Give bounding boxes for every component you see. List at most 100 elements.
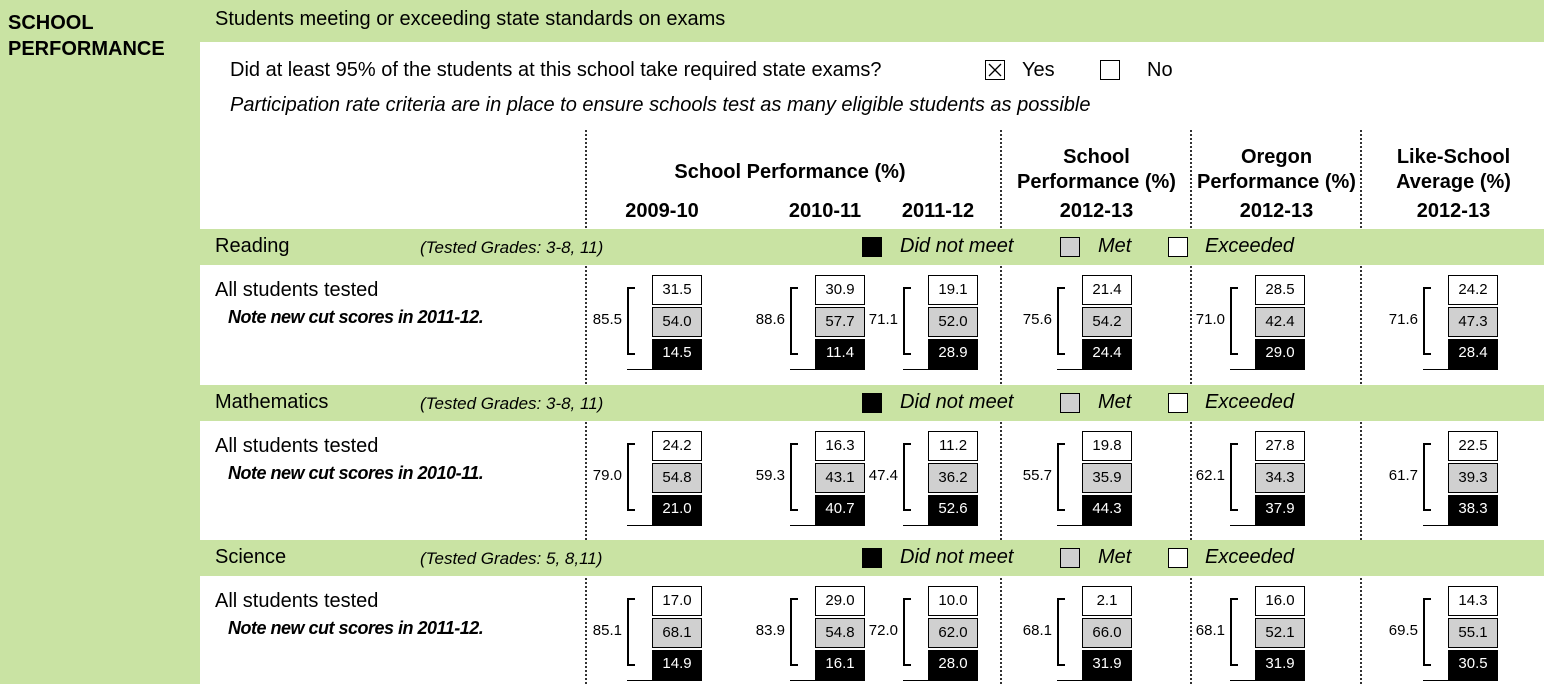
total-value: 47.4 — [868, 467, 898, 484]
legend-swatch-met — [1060, 548, 1080, 568]
total-value: 79.0 — [592, 467, 622, 484]
column-year: 2012-13 — [1416, 200, 1491, 222]
met-cell: 35.9 — [1082, 463, 1132, 493]
baseline — [1230, 680, 1305, 681]
legend-swatch-exceeded — [1168, 393, 1188, 413]
legend-swatch-did-not-meet — [862, 548, 882, 568]
exceeded-cell: 19.8 — [1082, 431, 1132, 461]
column-year: 2012-13 — [1059, 200, 1134, 222]
did-not-meet-cell: 31.9 — [1082, 650, 1132, 680]
row-note: Note new cut scores in 2011-12. — [228, 307, 484, 327]
legend-exceeded: Exceeded — [1205, 391, 1294, 413]
bracket — [627, 287, 635, 355]
did-not-meet-cell: 21.0 — [652, 495, 702, 525]
total-value: 85.1 — [592, 622, 622, 639]
met-cell: 43.1 — [815, 463, 865, 493]
banner-bar — [0, 0, 1544, 42]
no-checkbox — [1100, 60, 1120, 80]
met-cell: 54.8 — [815, 618, 865, 648]
total-value: 55.7 — [1022, 467, 1052, 484]
baseline — [1423, 525, 1498, 526]
exceeded-cell: 31.5 — [652, 275, 702, 305]
legend-did-not-meet: Did not meet — [900, 546, 1014, 568]
met-cell: 39.3 — [1448, 463, 1498, 493]
bracket — [790, 287, 798, 355]
subject-grades: (Tested Grades: 5, 8,11) — [420, 549, 603, 568]
total-value: 85.5 — [592, 311, 622, 328]
met-cell: 34.3 — [1255, 463, 1305, 493]
bracket — [1057, 443, 1065, 511]
bracket — [1057, 598, 1065, 666]
exceeded-cell: 27.8 — [1255, 431, 1305, 461]
met-cell: 62.0 — [928, 618, 978, 648]
total-value: 59.3 — [755, 467, 785, 484]
met-cell: 42.4 — [1255, 307, 1305, 337]
exceeded-cell: 24.2 — [1448, 275, 1498, 305]
total-value: 68.1 — [1195, 622, 1225, 639]
total-value: 83.9 — [755, 622, 785, 639]
baseline — [627, 525, 702, 526]
met-cell: 54.8 — [652, 463, 702, 493]
bracket — [1423, 443, 1431, 511]
did-not-meet-cell: 28.4 — [1448, 339, 1498, 369]
did-not-meet-cell: 28.9 — [928, 339, 978, 369]
total-value: 75.6 — [1022, 311, 1052, 328]
met-cell: 52.0 — [928, 307, 978, 337]
subject-grades: (Tested Grades: 3-8, 11) — [420, 394, 604, 413]
subject-grades: (Tested Grades: 3-8, 11) — [420, 238, 604, 257]
legend-swatch-exceeded — [1168, 237, 1188, 257]
bracket — [1230, 598, 1238, 666]
did-not-meet-cell: 40.7 — [815, 495, 865, 525]
met-cell: 55.1 — [1448, 618, 1498, 648]
did-not-meet-cell: 52.6 — [928, 495, 978, 525]
exceeded-cell: 19.1 — [928, 275, 978, 305]
did-not-meet-cell: 29.0 — [1255, 339, 1305, 369]
baseline — [1423, 369, 1498, 370]
legend-swatch-exceeded — [1168, 548, 1188, 568]
exceeded-cell: 30.9 — [815, 275, 865, 305]
yes-checkbox — [985, 60, 1005, 80]
legend-swatch-did-not-meet — [862, 393, 882, 413]
total-value: 71.1 — [868, 311, 898, 328]
exceeded-cell: 16.3 — [815, 431, 865, 461]
exceeded-cell: 11.2 — [928, 431, 978, 461]
bracket — [627, 443, 635, 511]
legend-swatch-met — [1060, 393, 1080, 413]
exceeded-cell: 29.0 — [815, 586, 865, 616]
total-value: 69.5 — [1388, 622, 1418, 639]
bracket — [903, 287, 911, 355]
bracket — [627, 598, 635, 666]
total-value: 88.6 — [755, 311, 785, 328]
did-not-meet-cell: 24.4 — [1082, 339, 1132, 369]
subject-name: Reading — [215, 235, 290, 257]
exceeded-cell: 21.4 — [1082, 275, 1132, 305]
baseline — [627, 369, 702, 370]
participation-note: Participation rate criteria are in place… — [230, 94, 1091, 116]
baseline — [1057, 680, 1132, 681]
bracket — [1057, 287, 1065, 355]
baseline — [790, 525, 865, 526]
exceeded-cell: 10.0 — [928, 586, 978, 616]
total-value: 68.1 — [1022, 622, 1052, 639]
met-cell: 66.0 — [1082, 618, 1132, 648]
row-note: Note new cut scores in 2010-11. — [228, 463, 484, 483]
bracket — [790, 598, 798, 666]
exceeded-cell: 24.2 — [652, 431, 702, 461]
exceeded-cell: 17.0 — [652, 586, 702, 616]
met-cell: 36.2 — [928, 463, 978, 493]
bracket — [1230, 443, 1238, 511]
legend-exceeded: Exceeded — [1205, 235, 1294, 257]
baseline — [1423, 680, 1498, 681]
no-label: No — [1147, 59, 1173, 81]
did-not-meet-cell: 16.1 — [815, 650, 865, 680]
row-label: All students tested — [215, 279, 379, 301]
column-title: Oregon Performance (%) — [1197, 146, 1356, 193]
total-value: 71.6 — [1388, 311, 1418, 328]
column-year: 2009-10 — [625, 200, 699, 222]
did-not-meet-cell: 30.5 — [1448, 650, 1498, 680]
did-not-meet-cell: 14.9 — [652, 650, 702, 680]
bracket — [1423, 287, 1431, 355]
legend-met: Met — [1098, 235, 1132, 257]
did-not-meet-cell: 14.5 — [652, 339, 702, 369]
did-not-meet-cell: 38.3 — [1448, 495, 1498, 525]
